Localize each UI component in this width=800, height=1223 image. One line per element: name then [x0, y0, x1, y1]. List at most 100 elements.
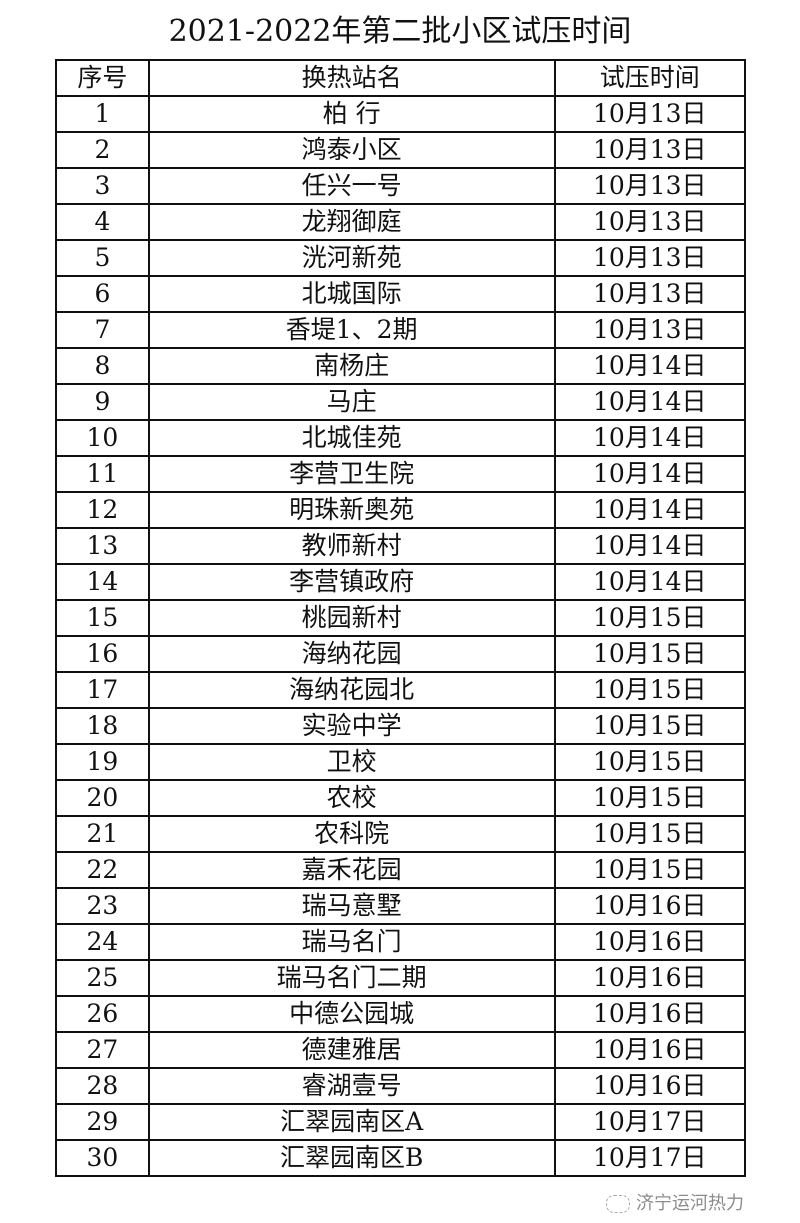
index-cell: 7 [55, 311, 150, 349]
table-row: 22 嘉禾花园 10月15日 [55, 851, 747, 889]
date-cell: 10月16日 [553, 923, 747, 961]
table-row: 11 李营卫生院 10月14日 [55, 455, 747, 493]
index-cell: 12 [55, 491, 150, 529]
table-row: 12 明珠新奥苑 10月14日 [55, 491, 747, 529]
station-cell: 柏 行 [147, 95, 556, 133]
index-cell: 18 [55, 707, 150, 745]
index-cell: 4 [55, 203, 150, 241]
table-row: 5 洸河新苑 10月13日 [55, 239, 747, 277]
table-row: 21 农科院 10月15日 [55, 815, 747, 853]
date-cell: 10月15日 [553, 743, 747, 781]
station-cell: 农科院 [147, 815, 556, 853]
station-cell: 李营镇政府 [147, 563, 556, 601]
date-cell: 10月14日 [553, 419, 747, 457]
watermark-text: 济宁运河热力 [636, 1193, 744, 1214]
station-cell: 农校 [147, 779, 556, 817]
index-cell: 2 [55, 131, 150, 169]
header-station: 换热站名 [147, 59, 556, 97]
table-row: 23 瑞马意墅 10月16日 [55, 887, 747, 925]
index-cell: 19 [55, 743, 150, 781]
table-row: 20 农校 10月15日 [55, 779, 747, 817]
index-cell: 3 [55, 167, 150, 205]
date-cell: 10月17日 [553, 1139, 747, 1177]
table-row: 26 中德公园城 10月16日 [55, 995, 747, 1033]
index-cell: 30 [55, 1139, 150, 1177]
station-cell: 海纳花园 [147, 635, 556, 673]
index-cell: 28 [55, 1067, 150, 1105]
table-row: 18 实验中学 10月15日 [55, 707, 747, 745]
index-cell: 5 [55, 239, 150, 277]
date-cell: 10月15日 [553, 599, 747, 637]
table-row: 9 马庄 10月14日 [55, 383, 747, 421]
date-cell: 10月13日 [553, 203, 747, 241]
wechat-icon [606, 1195, 630, 1213]
date-cell: 10月15日 [553, 671, 747, 709]
date-cell: 10月14日 [553, 563, 747, 601]
header-index: 序号 [55, 59, 150, 97]
date-cell: 10月14日 [553, 491, 747, 529]
index-cell: 9 [55, 383, 150, 421]
date-cell: 10月13日 [553, 131, 747, 169]
table-row: 25 瑞马名门二期 10月16日 [55, 959, 747, 997]
index-cell: 22 [55, 851, 150, 889]
station-cell: 中德公园城 [147, 995, 556, 1033]
table-row: 15 桃园新村 10月15日 [55, 599, 747, 637]
watermark: 济宁运河热力 [606, 1192, 744, 1216]
station-cell: 南杨庄 [147, 347, 556, 385]
table-row: 28 睿湖壹号 10月16日 [55, 1067, 747, 1105]
table-row: 3 任兴一号 10月13日 [55, 167, 747, 205]
table-row: 27 德建雅居 10月16日 [55, 1031, 747, 1069]
table-row: 4 龙翔御庭 10月13日 [55, 203, 747, 241]
station-cell: 教师新村 [147, 527, 556, 565]
date-cell: 10月13日 [553, 167, 747, 205]
index-cell: 29 [55, 1103, 150, 1141]
table-row: 2 鸿泰小区 10月13日 [55, 131, 747, 169]
station-cell: 瑞马名门 [147, 923, 556, 961]
date-cell: 10月13日 [553, 311, 747, 349]
station-cell: 香堤1、2期 [147, 311, 556, 349]
station-cell: 卫校 [147, 743, 556, 781]
station-cell: 李营卫生院 [147, 455, 556, 493]
index-cell: 8 [55, 347, 150, 385]
date-cell: 10月15日 [553, 707, 747, 745]
station-cell: 汇翠园南区A [147, 1103, 556, 1141]
index-cell: 17 [55, 671, 150, 709]
station-cell: 实验中学 [147, 707, 556, 745]
station-cell: 嘉禾花园 [147, 851, 556, 889]
station-cell: 明珠新奥苑 [147, 491, 556, 529]
index-cell: 16 [55, 635, 150, 673]
date-cell: 10月16日 [553, 959, 747, 997]
date-cell: 10月16日 [553, 1031, 747, 1069]
table-row: 24 瑞马名门 10月16日 [55, 923, 747, 961]
table-row: 10 北城佳苑 10月14日 [55, 419, 747, 457]
index-cell: 26 [55, 995, 150, 1033]
table-row: 19 卫校 10月15日 [55, 743, 747, 781]
table-row: 30 汇翠园南区B 10月17日 [55, 1139, 747, 1177]
date-cell: 10月14日 [553, 455, 747, 493]
table-row: 17 海纳花园北 10月15日 [55, 671, 747, 709]
station-cell: 洸河新苑 [147, 239, 556, 277]
index-cell: 13 [55, 527, 150, 565]
index-cell: 6 [55, 275, 150, 313]
station-cell: 汇翠园南区B [147, 1139, 556, 1177]
station-cell: 任兴一号 [147, 167, 556, 205]
table-row: 29 汇翠园南区A 10月17日 [55, 1103, 747, 1141]
station-cell: 海纳花园北 [147, 671, 556, 709]
station-cell: 瑞马名门二期 [147, 959, 556, 997]
date-cell: 10月16日 [553, 1067, 747, 1105]
station-cell: 睿湖壹号 [147, 1067, 556, 1105]
date-cell: 10月13日 [553, 95, 747, 133]
date-cell: 10月13日 [553, 239, 747, 277]
index-cell: 25 [55, 959, 150, 997]
station-cell: 北城佳苑 [147, 419, 556, 457]
index-cell: 11 [55, 455, 150, 493]
date-cell: 10月17日 [553, 1103, 747, 1141]
table-row: 7 香堤1、2期 10月13日 [55, 311, 747, 349]
date-cell: 10月16日 [553, 995, 747, 1033]
index-cell: 21 [55, 815, 150, 853]
table-row: 13 教师新村 10月14日 [55, 527, 747, 565]
date-cell: 10月15日 [553, 815, 747, 853]
